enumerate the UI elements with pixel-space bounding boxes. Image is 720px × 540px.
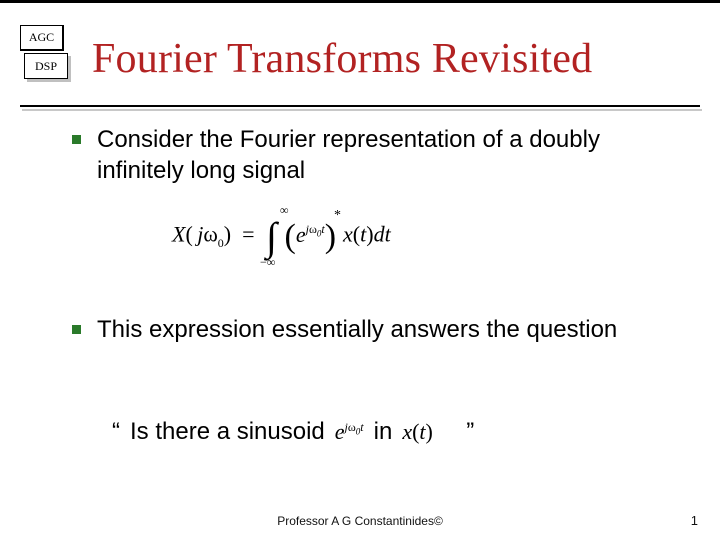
quote-close: ” — [466, 418, 474, 446]
eq-conj-star: * — [334, 208, 341, 223]
page-number: 1 — [691, 513, 698, 528]
equation: X( jω0) = ∫ ∞ −∞ (ejω0t)* x(t)dt — [172, 213, 391, 260]
footer-credit: Professor A G Constantinides© — [0, 514, 720, 528]
bullet-text: Consider the Fourier representation of a… — [97, 125, 680, 186]
eq-lhs-X: X — [172, 222, 185, 247]
quote-math-signal: x(t) — [402, 419, 433, 445]
eq-e: e — [296, 222, 306, 247]
eq-x: x — [343, 222, 353, 247]
eq-exp-omega: ω — [309, 222, 317, 236]
bullet-text: This expression essentially answers the … — [97, 315, 617, 346]
q-e: e — [335, 419, 345, 444]
integral-icon: ∫ ∞ −∞ — [266, 213, 277, 260]
badge-back: DSP — [24, 53, 68, 79]
quote-open: “ — [112, 418, 120, 446]
q-exp-omega: ω — [348, 420, 356, 434]
eq-lhs-omega: ω — [203, 222, 217, 247]
header: AGC DSP Fourier Transforms Revisited — [0, 3, 720, 103]
badge-front: AGC — [20, 25, 64, 51]
title-rule — [20, 105, 700, 107]
eq-dt: dt — [374, 222, 391, 247]
bullet-item: Consider the Fourier representation of a… — [72, 125, 680, 186]
eq-inner: (ejω0t)* — [285, 218, 344, 256]
int-symbol: ∫ — [266, 214, 277, 259]
int-upper: ∞ — [280, 203, 289, 218]
quote-math-sinusoid: ejω0t — [335, 419, 364, 445]
content-region-2: This expression essentially answers the … — [72, 315, 680, 354]
slide: AGC DSP Fourier Transforms Revisited Con… — [0, 0, 720, 540]
quote-lead: Is there a sinusoid — [130, 418, 325, 446]
bullet-icon — [72, 325, 81, 334]
quote-in: in — [374, 418, 393, 446]
content-region: Consider the Fourier representation of a… — [72, 125, 680, 194]
int-lower: −∞ — [260, 255, 275, 270]
title-rule-shadow — [22, 109, 702, 111]
bullet-icon — [72, 135, 81, 144]
quote-line: “ Is there a sinusoid ejω0t in x(t) ” — [112, 418, 474, 446]
bullet-item: This expression essentially answers the … — [72, 315, 680, 346]
q-x: x — [402, 419, 412, 444]
eq-equals: = — [242, 222, 254, 247]
slide-title: Fourier Transforms Revisited — [92, 35, 592, 83]
q-exp-t: t — [360, 420, 363, 434]
